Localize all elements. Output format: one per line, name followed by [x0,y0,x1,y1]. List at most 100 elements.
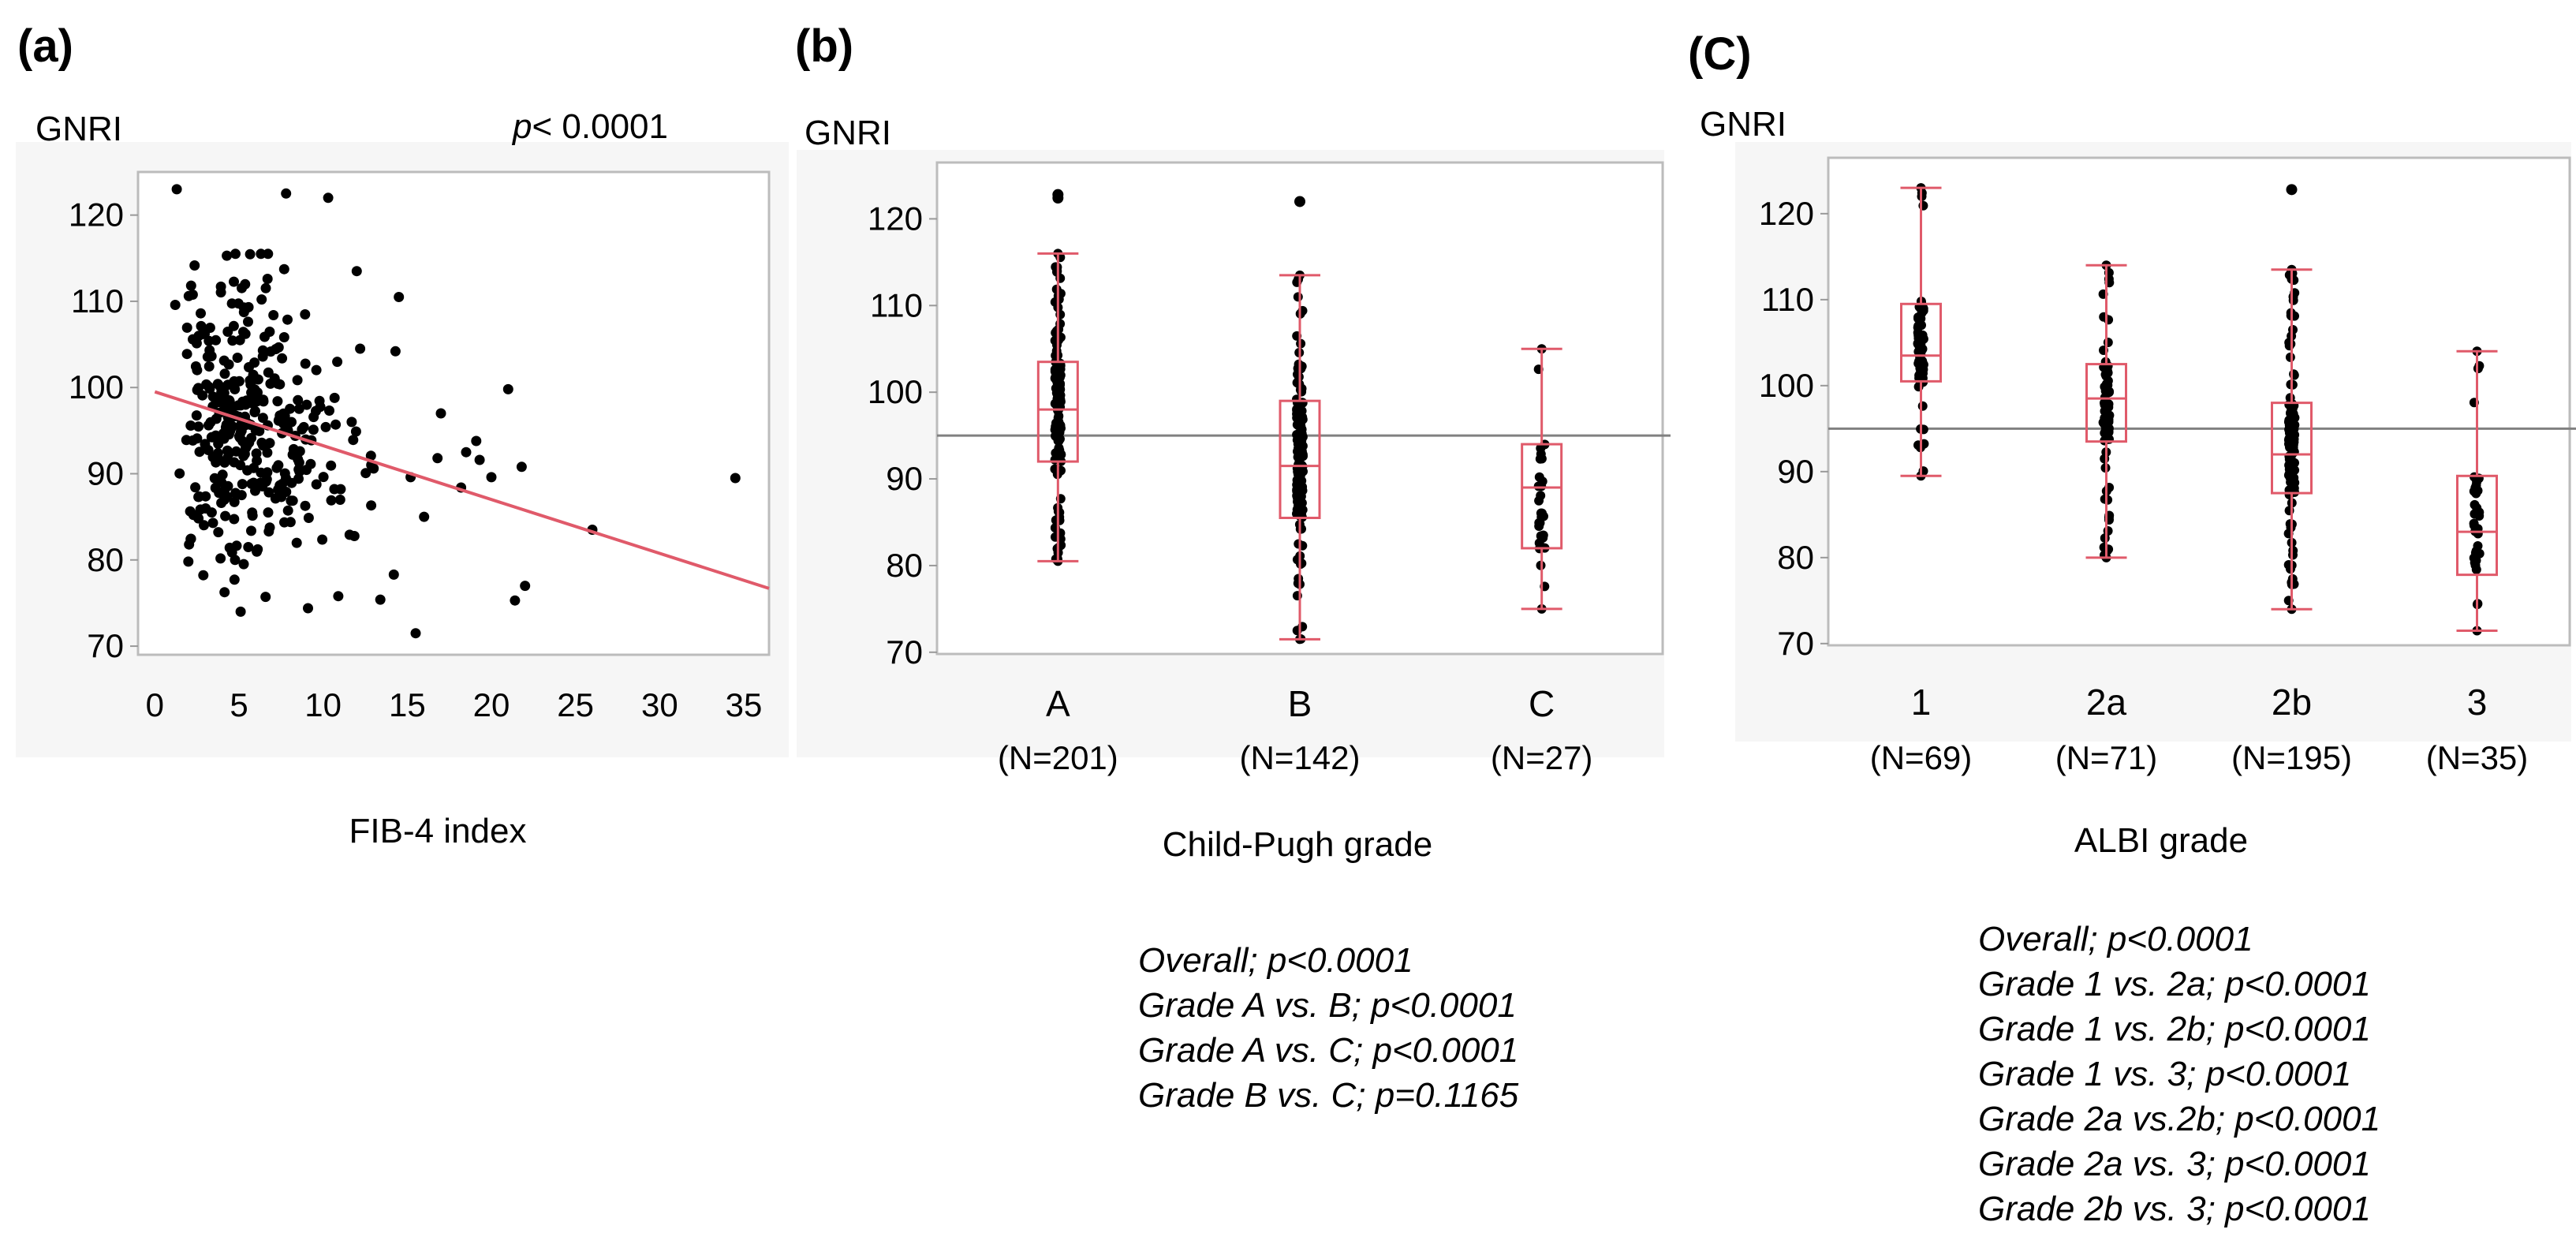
panel-b-boxes [1036,189,1563,645]
data-point [1918,368,1928,379]
data-point [317,534,328,545]
data-point [333,591,344,602]
y-tick-label: 80 [87,541,124,578]
data-point [193,421,204,432]
data-point [246,525,256,536]
category-label: A [1046,683,1070,724]
data-point [278,413,289,424]
panel-c-y-ticks: 70 80 90 100 110 120 [1759,195,1828,662]
data-point [1297,383,1307,394]
data-point [231,446,242,457]
data-point [233,376,245,387]
data-point [1051,388,1062,398]
data-point [252,546,263,557]
data-point [2102,387,2112,397]
data-point [1538,532,1548,543]
data-point [248,462,259,473]
data-point [249,384,260,395]
panel-a-x-ticks: 0 5 10 15 20 25 30 35 [146,686,763,723]
data-point [171,184,182,195]
category-n: (N=71) [2055,739,2158,776]
data-point [254,425,265,436]
data-point [2288,546,2298,555]
data-point [249,357,260,368]
data-point [365,450,376,461]
data-point [1055,507,1065,518]
data-point [185,420,196,431]
data-point [2287,459,2297,469]
data-point [282,505,293,516]
data-point [1053,435,1063,446]
data-point [2104,426,2114,436]
data-point [2288,292,2298,302]
data-point [264,522,275,533]
data-point [2470,483,2481,493]
panel-b: (b) GNRI 70 80 90 100 110 120 A (N=201) B (N=142… [795,21,1671,1115]
data-point [1292,475,1302,485]
data-point [230,248,241,260]
data-point [2103,338,2113,347]
data-point [247,507,258,518]
box-iqr [2085,363,2127,443]
data-point [228,320,239,331]
category-label: B [1288,683,1312,724]
data-point [238,327,248,338]
y-tick-label: 70 [886,633,923,671]
data-point [303,513,314,523]
data-point [2287,406,2297,417]
data-point [293,394,304,405]
data-point [183,556,194,567]
data-point [273,460,284,471]
data-point [1913,321,1924,331]
y-tick-label: 100 [868,373,923,410]
data-point [224,396,235,407]
data-point [1533,481,1544,491]
data-point [225,420,236,432]
panel-b-y-ticks: 70 80 90 100 110 120 [868,200,937,671]
data-point [2104,414,2114,424]
data-point [240,278,251,290]
panel-c-categories: 1 (N=69) 2a (N=71) 2b (N=195) 3 (N=35) [1870,682,2529,776]
data-point [259,331,270,342]
data-point [2284,434,2294,444]
data-point [366,500,377,511]
data-point [355,343,366,354]
data-point [461,447,472,458]
stat-line: Grade 1 vs. 3; p<0.0001 [1978,1055,2351,1093]
data-point [250,405,260,417]
data-point [520,581,531,592]
data-point [349,531,360,541]
data-point [298,421,309,432]
data-point [185,533,196,544]
data-point [217,469,228,480]
y-tick-label: 110 [1761,281,1814,318]
data-point [334,495,345,505]
data-point [256,294,267,305]
panel-b-label: (b) [795,21,853,72]
data-point [350,426,361,437]
data-point [1294,574,1304,584]
y-tick-label: 90 [1777,453,1814,490]
data-point [236,425,247,436]
box-iqr [1279,399,1321,519]
data-point [348,435,359,446]
data-point [2285,443,2295,453]
p-value-symbol: p [511,107,532,146]
panel-a-points [170,184,741,639]
stat-line: Grade 1 vs. 2b; p<0.0001 [1978,1010,2371,1048]
category-n: (N=35) [2426,739,2529,776]
box-iqr [2456,474,2498,577]
panel-c-label: (C) [1688,28,1752,80]
data-point [2469,518,2479,529]
data-point [282,314,293,325]
data-point [432,453,443,464]
regression-line [154,390,770,590]
data-point [1053,380,1063,390]
data-point [292,375,303,386]
data-point [190,482,201,493]
data-point [2103,495,2113,505]
data-point [189,260,200,271]
data-point [1294,493,1304,503]
stat-line: Grade A vs. B; p<0.0001 [1138,986,1517,1025]
data-point [203,361,215,372]
